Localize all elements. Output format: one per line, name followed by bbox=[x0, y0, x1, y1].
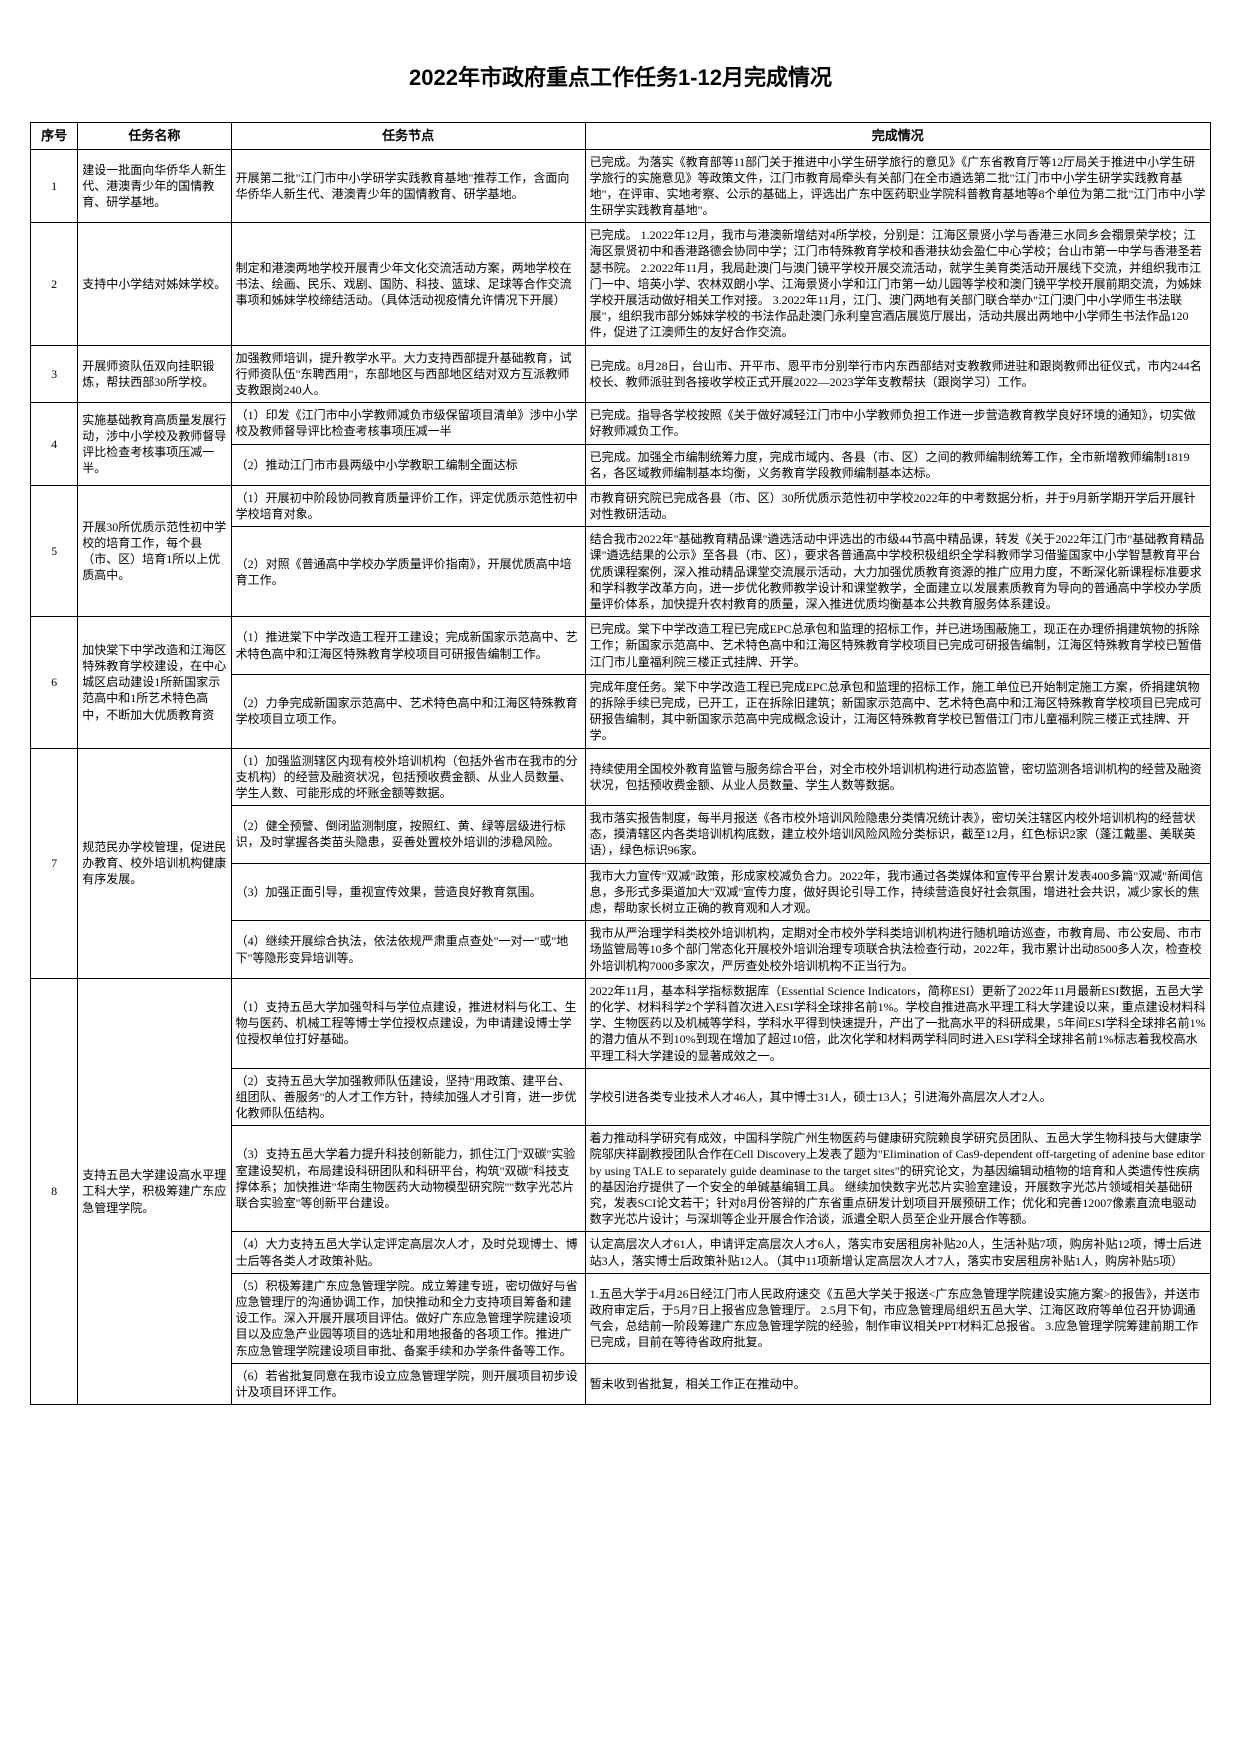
cell-status: 暂未收到省批复，相关工作正在推动中。 bbox=[585, 1363, 1210, 1404]
cell-task: 建设一批面向华侨华人新生代、港澳青少年的国情教育、研学基地。 bbox=[78, 149, 231, 223]
cell-status: 已完成。 1.2022年12月，我市与港澳新增结对4所学校，分别是：江海区景贤小… bbox=[585, 223, 1210, 345]
table-row: 7规范民办学校管理，促进民办教育、校外培训机构健康有序发展。（1）加强监测辖区内… bbox=[31, 748, 1211, 806]
cell-status: 2022年11月，基本科学指标数据库（Essential Science Ind… bbox=[585, 978, 1210, 1068]
table-row: 1建设一批面向华侨华人新生代、港澳青少年的国情教育、研学基地。开展第二批"江门市… bbox=[31, 149, 1211, 223]
header-status: 完成情况 bbox=[585, 123, 1210, 150]
cell-node: 加强教师培训，提升教学水平。大力支持西部提升基础教育，试行师资队伍"东聘西用"，… bbox=[231, 345, 585, 403]
cell-node: （1）开展初中阶段协同教育质量评价工作，评定优质示范性初中学校培育对象。 bbox=[231, 485, 585, 526]
cell-status: 市教育研究院已完成各县（市、区）30所优质示范性初中学校2022年的中考数据分析… bbox=[585, 485, 1210, 526]
header-seq: 序号 bbox=[31, 123, 78, 150]
cell-status: 学校引进各类专业技术人才46人，其中博士31人，硕士13人；引进海外高层次人才2… bbox=[585, 1068, 1210, 1126]
cell-node: （1）加强监测辖区内现有校外培训机构（包括外省市在我市的分支机构）的经营及融资状… bbox=[231, 748, 585, 806]
table-body: 1建设一批面向华侨华人新生代、港澳青少年的国情教育、研学基地。开展第二批"江门市… bbox=[31, 149, 1211, 1405]
cell-seq: 1 bbox=[31, 149, 78, 223]
main-table: 序号 任务名称 任务节点 完成情况 1建设一批面向华侨华人新生代、港澳青少年的国… bbox=[30, 122, 1211, 1405]
cell-seq: 7 bbox=[31, 748, 78, 978]
table-row: 4实施基础教育高质量发展行动，涉中小学校及教师督导评比检查考核事项压减一半。（1… bbox=[31, 403, 1211, 444]
cell-status: 着力推动科学研究有成效，中国科学院广州生物医药与健康研究院赖良学研究员团队、五邑… bbox=[585, 1126, 1210, 1232]
cell-node: （6）若省批复同意在我市设立应急管理学院，则开展项目初步设计及项目环评工作。 bbox=[231, 1363, 585, 1404]
cell-task: 支持五邑大学建设高水平理工科大学，积极筹建广东应急管理学院。 bbox=[78, 978, 231, 1404]
cell-node: （2）推动江门市市县两级中小学教职工编制全面达标 bbox=[231, 444, 585, 485]
cell-status: 已完成。加强全市编制统筹力度，完成市域内、各县（市、区）之间的教师编制统筹工作，… bbox=[585, 444, 1210, 485]
cell-status: 我市从严治理学科类校外培训机构，定期对全市校外学科类培训机构进行随机暗访巡查，市… bbox=[585, 921, 1210, 979]
table-row: 6加快棠下中学改造和江海区特殊教育学校建设，在中心城区启动建设1所新国家示范高中… bbox=[31, 617, 1211, 675]
cell-task: 规范民办学校管理，促进民办教育、校外培训机构健康有序发展。 bbox=[78, 748, 231, 978]
cell-status: 已完成。指导各学校按照《关于做好减轻江门市中小学教师负担工作进一步营造教育教学良… bbox=[585, 403, 1210, 444]
header-task: 任务名称 bbox=[78, 123, 231, 150]
cell-node: （2）对照《普通高中学校办学质量评价指南》，开展优质高中培育工作。 bbox=[231, 527, 585, 617]
cell-node: （2）支持五邑大学加强教师队伍建设，坚持"用政策、建平台、组团队、善服务"的人才… bbox=[231, 1068, 585, 1126]
page-title: 2022年市政府重点工作任务1-12月完成情况 bbox=[30, 60, 1211, 92]
table-row: 2支持中小学结对姊妹学校。制定和港澳两地学校开展青少年文化交流活动方案，两地学校… bbox=[31, 223, 1211, 345]
cell-status: 结合我市2022年"基础教育精品课"遴选活动中评选出的市级44节高中精品课，转发… bbox=[585, 527, 1210, 617]
cell-status: 1.五邑大学于4月26日经江门市人民政府速交《五邑大学关于报送<广东应急管理学院… bbox=[585, 1273, 1210, 1363]
cell-status: 已完成。棠下中学改造工程已完成EPC总承包和监理的招标工作，并已进场围蔽施工，现… bbox=[585, 617, 1210, 675]
cell-seq: 5 bbox=[31, 485, 78, 616]
cell-status: 已完成。8月28日，台山市、开平市、恩平市分别举行市内东西部结对支教教师进驻和跟… bbox=[585, 345, 1210, 403]
cell-seq: 8 bbox=[31, 978, 78, 1404]
cell-status: 持续使用全国校外教育监管与服务综合平台，对全市校外培训机构进行动态监管，密切监测… bbox=[585, 748, 1210, 806]
cell-task: 开展30所优质示范性初中学校的培育工作，每个县（市、区）培育1所以上优质高中。 bbox=[78, 485, 231, 616]
table-row: 8支持五邑大学建设高水平理工科大学，积极筹建广东应急管理学院。（1）支持五邑大学… bbox=[31, 978, 1211, 1068]
cell-node: （5）积极筹建广东应急管理学院。成立筹建专班，密切做好与省应急管理厅的沟通协调工… bbox=[231, 1273, 585, 1363]
cell-seq: 4 bbox=[31, 403, 78, 486]
header-node: 任务节点 bbox=[231, 123, 585, 150]
cell-node: （2）力争完成新国家示范高中、艺术特色高中和江海区特殊教育学校项目立项工作。 bbox=[231, 674, 585, 748]
cell-seq: 3 bbox=[31, 345, 78, 403]
cell-task: 实施基础教育高质量发展行动，涉中小学校及教师督导评比检查考核事项压减一半。 bbox=[78, 403, 231, 486]
cell-node: 制定和港澳两地学校开展青少年文化交流活动方案，两地学校在书法、绘画、民乐、戏剧、… bbox=[231, 223, 585, 345]
cell-node: （3）加强正面引导，重视宣传效果，营造良好教育氛围。 bbox=[231, 863, 585, 921]
cell-task: 加快棠下中学改造和江海区特殊教育学校建设，在中心城区启动建设1所新国家示范高中和… bbox=[78, 617, 231, 748]
cell-status: 已完成。为落实《教育部等11部门关于推进中小学生研学旅行的意见》《广东省教育厅等… bbox=[585, 149, 1210, 223]
cell-node: （1）支持五邑大学加强학科与学位点建设，推进材料与化工、生物与医药、机械工程等博… bbox=[231, 978, 585, 1068]
table-row: 3开展师资队伍双向挂职锻炼，帮扶西部30所学校。加强教师培训，提升教学水平。大力… bbox=[31, 345, 1211, 403]
cell-node: （4）继续开展综合执法，依法依规严肃重点查处"一对一"或"地下"等隐形变异培训等… bbox=[231, 921, 585, 979]
cell-status: 我市落实报告制度，每半月报送《各市校外培训风险隐患分类情况统计表》，密切关注辖区… bbox=[585, 806, 1210, 864]
cell-status: 我市大力宣传"双减"政策，形成家校减负合力。2022年，我市通过各类媒体和宣传平… bbox=[585, 863, 1210, 921]
cell-status: 认定高层次人才61人，申请评定高层次人才6人，落实市安居租房补贴20人，生活补贴… bbox=[585, 1232, 1210, 1273]
cell-node: （1）印发《江门市中小学教师减负市级保留项目清单》涉中小学校及教师督导评比检查考… bbox=[231, 403, 585, 444]
cell-node: （3）支持五邑大学着力提升科技创新能力，抓住江门"双碳"实验室建设契机，布局建设… bbox=[231, 1126, 585, 1232]
cell-node: 开展第二批"江门市中小学研学实践教育基地"推荐工作，含面向华侨华人新生代、港澳青… bbox=[231, 149, 585, 223]
cell-status: 完成年度任务。棠下中学改造工程已完成EPC总承包和监理的招标工作，施工单位已开始… bbox=[585, 674, 1210, 748]
cell-node: （2）健全预警、倒闭监测制度，按照红、黄、绿等层级进行标识，及时掌握各类苗头隐患… bbox=[231, 806, 585, 864]
cell-seq: 2 bbox=[31, 223, 78, 345]
cell-node: （1）推进棠下中学改造工程开工建设；完成新国家示范高中、艺术特色高中和江海区特殊… bbox=[231, 617, 585, 675]
cell-node: （4）大力支持五邑大学认定评定高层次人才，及时兑现博士、博士后等各类人才政策补贴… bbox=[231, 1232, 585, 1273]
cell-task: 开展师资队伍双向挂职锻炼，帮扶西部30所学校。 bbox=[78, 345, 231, 403]
table-row: 5开展30所优质示范性初中学校的培育工作，每个县（市、区）培育1所以上优质高中。… bbox=[31, 485, 1211, 526]
cell-task: 支持中小学结对姊妹学校。 bbox=[78, 223, 231, 345]
cell-seq: 6 bbox=[31, 617, 78, 748]
